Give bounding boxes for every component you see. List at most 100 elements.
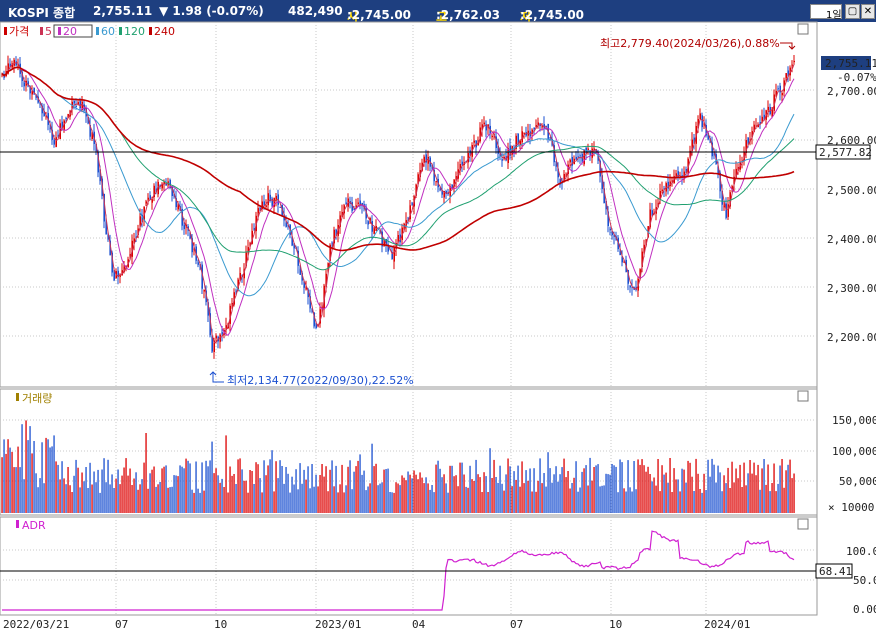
volume-bar xyxy=(493,459,495,513)
candle-body xyxy=(767,106,769,111)
volume-bar xyxy=(403,477,405,513)
candle-body xyxy=(501,159,503,161)
candle-body xyxy=(141,214,143,223)
volume-bar xyxy=(573,477,575,513)
volume-bar xyxy=(773,463,775,513)
high-value: :2,762.03 xyxy=(436,8,501,22)
volume-bar xyxy=(75,459,77,513)
price-axis: 2,700.00 2,600.00 2,500.00 2,400.00 2,30… xyxy=(827,85,876,344)
candle-body xyxy=(721,190,723,205)
candle-body xyxy=(621,257,623,263)
candle-body xyxy=(275,195,277,201)
open-label: 시 xyxy=(347,10,359,24)
legend-ma20: 20 xyxy=(63,25,77,38)
candle-body xyxy=(239,273,241,280)
candle-body xyxy=(653,212,655,214)
volume-bar xyxy=(721,491,723,513)
volume-bar xyxy=(123,467,125,513)
candle-body xyxy=(755,125,757,127)
volume-bar xyxy=(359,454,361,513)
candle-body xyxy=(77,102,79,105)
candle-body xyxy=(193,248,195,250)
candle-body xyxy=(41,105,43,114)
volume-bar xyxy=(439,468,441,513)
ma60-line xyxy=(1,66,795,297)
candle-body xyxy=(135,236,137,238)
volume-bar xyxy=(231,475,233,513)
volume-bar xyxy=(497,482,499,513)
volume-bar xyxy=(459,462,461,513)
candle-body xyxy=(175,198,177,207)
volume-bar xyxy=(391,492,393,513)
volume-bar xyxy=(269,459,271,513)
candle-body xyxy=(535,125,537,128)
candle-body xyxy=(109,240,111,256)
candle-body xyxy=(531,129,533,134)
candle-body xyxy=(667,181,669,189)
candle-body xyxy=(725,203,727,218)
candle-body xyxy=(147,197,149,200)
volume-bar xyxy=(345,485,347,513)
svg-text:2,755.11: 2,755.11 xyxy=(825,57,876,70)
candle-body xyxy=(745,140,747,153)
candle-body xyxy=(479,127,481,142)
svg-text:50.00: 50.00 xyxy=(853,574,876,587)
volume-bar xyxy=(413,470,415,513)
panel-close-boxes[interactable] xyxy=(797,23,809,530)
volume-bar xyxy=(157,484,159,513)
period-button[interactable]: 1일 xyxy=(810,4,842,21)
svg-text:2023/01: 2023/01 xyxy=(315,618,361,631)
volume-bar xyxy=(175,475,177,513)
volume-bar xyxy=(193,492,195,513)
volume-bar xyxy=(393,492,395,513)
volume-bar xyxy=(451,465,453,513)
high-arrow-icon xyxy=(780,42,796,50)
volume-bar xyxy=(167,487,169,513)
volume-bar xyxy=(179,465,181,513)
minimize-button[interactable]: ▢ xyxy=(845,4,860,19)
candle-body xyxy=(711,142,713,157)
volume-bar xyxy=(191,489,193,513)
candle-body xyxy=(701,115,703,128)
volume-bar xyxy=(21,424,23,513)
candle-body xyxy=(311,308,313,312)
legend-ma240: 240 xyxy=(154,25,175,38)
volume-bar xyxy=(313,486,315,513)
volume-bar xyxy=(519,486,521,513)
volume-bar xyxy=(525,470,527,513)
volume-bar xyxy=(69,485,71,513)
volume-bar xyxy=(87,488,89,513)
candle-body xyxy=(759,122,761,125)
candle-body xyxy=(515,135,517,149)
candle-body xyxy=(439,188,441,191)
candle-body xyxy=(643,244,645,253)
volume-bar xyxy=(279,460,281,513)
candle-body xyxy=(73,100,75,104)
candle-body xyxy=(719,172,721,192)
volume-bar xyxy=(471,479,473,513)
close-button[interactable]: ✕ xyxy=(861,4,875,19)
volume-bar xyxy=(425,477,427,513)
volume-bar xyxy=(465,486,467,513)
svg-text:07: 07 xyxy=(115,618,128,631)
volume-bar xyxy=(675,479,677,513)
volume-bar xyxy=(197,488,199,513)
svg-text:68.41: 68.41 xyxy=(819,565,852,578)
candle-body xyxy=(27,81,29,87)
volume-bar xyxy=(51,446,53,513)
volume-bar xyxy=(61,461,63,513)
candle-body xyxy=(641,251,643,267)
volume-bar xyxy=(615,466,617,513)
volume-bar xyxy=(13,467,15,513)
volume-bar xyxy=(759,489,761,513)
candle-body xyxy=(555,164,557,167)
volume-bar xyxy=(105,482,107,513)
candle-body xyxy=(357,202,359,204)
candle-body xyxy=(305,287,307,290)
candle-body xyxy=(419,170,421,178)
volume-bar xyxy=(635,489,637,513)
candle-body xyxy=(537,122,539,126)
volume-bar xyxy=(651,481,653,513)
candle-body xyxy=(61,121,63,129)
